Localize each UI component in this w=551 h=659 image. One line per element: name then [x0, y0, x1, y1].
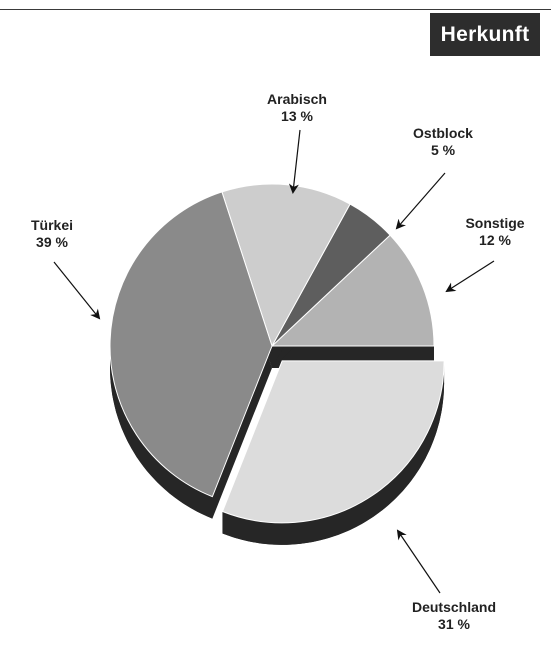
arrow-sonstige [445, 260, 495, 293]
top-rule [0, 9, 551, 10]
slice-tuerkei [109, 191, 273, 498]
slice-label-tuerkei: Türkei [31, 217, 73, 233]
slice-deutschland [221, 360, 445, 524]
slice-label-arabisch: Arabisch [267, 91, 327, 107]
slice-value-tuerkei: 39 % [36, 234, 68, 250]
slice-label-deutschland: Deutschland [412, 599, 496, 615]
arrow-tuerkei [53, 261, 101, 320]
slice-value-deutschland: 31 % [438, 616, 470, 632]
slice-label-sonstige: Sonstige [465, 215, 524, 231]
arrow-ostblock [395, 172, 446, 230]
slice-arabisch [221, 183, 351, 348]
slice-sonstige [270, 234, 435, 347]
slice-value-sonstige: 12 % [479, 232, 511, 248]
slice-band-deutschland [222, 360, 445, 545]
slice-value-arabisch: 13 % [281, 108, 313, 124]
slice-label-ostblock: Ostblock [413, 125, 473, 141]
label-arrows [53, 129, 495, 594]
slice-value-ostblock: 5 % [431, 142, 456, 158]
pie-slices [109, 183, 445, 524]
chart-header-tab: Herkunft [430, 13, 540, 56]
arrow-arabisch [288, 129, 301, 194]
chart-title: Herkunft [440, 22, 530, 46]
arrow-deutschland [396, 529, 441, 594]
